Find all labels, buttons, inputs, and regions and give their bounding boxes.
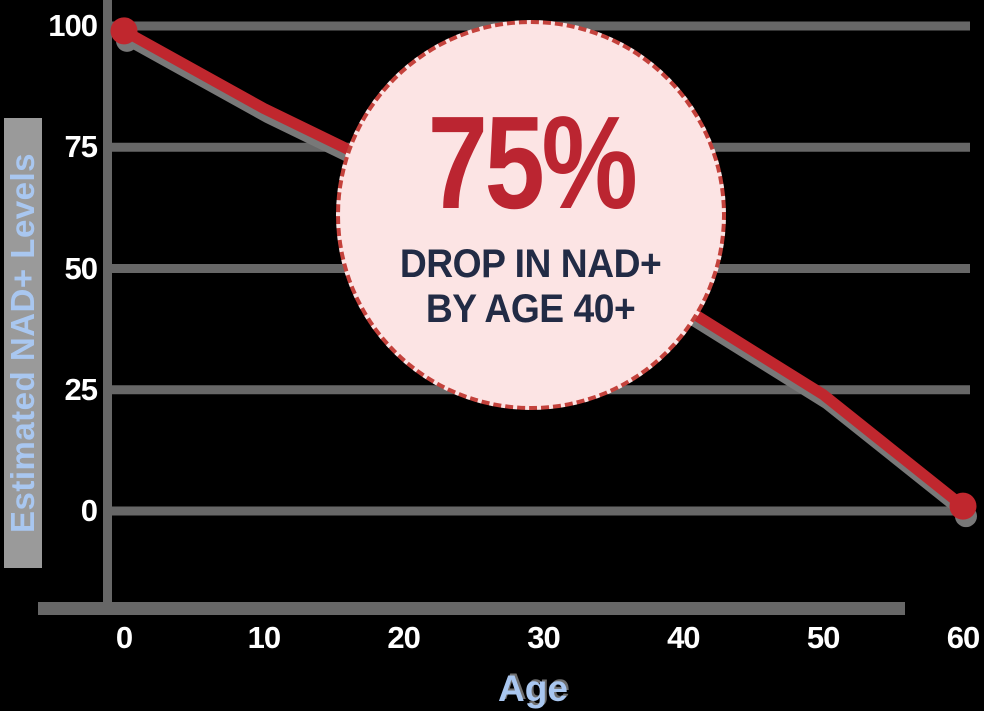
- callout-subtext: DROP IN NAD+ BY AGE 40+: [400, 242, 662, 332]
- x-tick-label: 60: [946, 620, 980, 655]
- x-tick-label: 20: [387, 620, 420, 655]
- callout-circle: 75% DROP IN NAD+ BY AGE 40+: [336, 20, 726, 410]
- x-tick-label: 50: [806, 620, 840, 655]
- x-axis-line: [38, 602, 905, 615]
- x-tick-label: 40: [667, 620, 700, 655]
- callout-subtext-line2: BY AGE 40+: [426, 287, 636, 331]
- x-tick-label: 10: [247, 620, 281, 655]
- x-axis-title: Age: [498, 668, 568, 709]
- callout-headline: 75%: [427, 89, 638, 236]
- y-axis-title-text: Estimated NAD+ Levels: [4, 152, 41, 534]
- gridline: [104, 506, 970, 516]
- y-tick-label: 0: [80, 493, 98, 528]
- y-axis-title: Estimated NAD+ Levels: [4, 118, 42, 568]
- y-axis-line: [103, 0, 112, 614]
- callout-subtext-line1: DROP IN NAD+: [400, 242, 662, 286]
- y-tick-label: 25: [64, 371, 98, 407]
- y-tick-label: 100: [48, 8, 98, 43]
- x-tick-label: 0: [115, 620, 133, 655]
- endpoint-marker: [110, 17, 138, 45]
- y-tick-label: 75: [64, 129, 98, 165]
- x-tick-label: 30: [527, 620, 560, 655]
- y-tick-label: 50: [64, 250, 98, 286]
- endpoint-marker: [949, 492, 977, 520]
